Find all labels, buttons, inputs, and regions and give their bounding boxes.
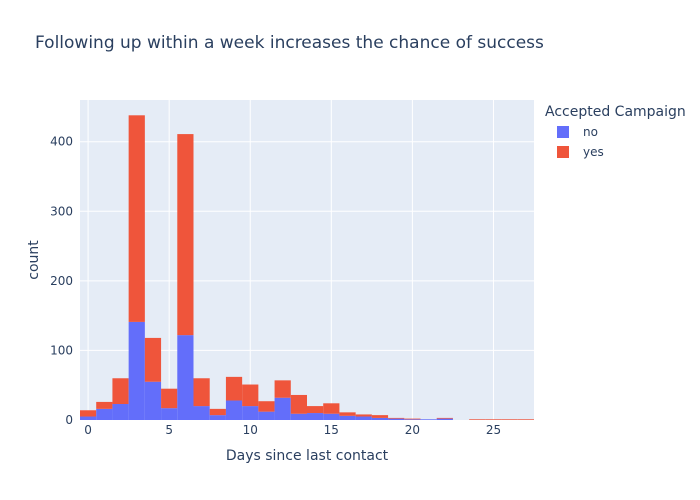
legend-title: Accepted Campaign xyxy=(545,104,686,120)
bar-yes[interactable] xyxy=(144,337,162,382)
y-tick-label: 200 xyxy=(50,274,73,288)
bar-yes[interactable] xyxy=(161,388,178,409)
bar-no[interactable] xyxy=(209,415,226,420)
bar-no[interactable] xyxy=(96,408,113,420)
legend-label-no: no xyxy=(583,125,598,139)
bar-no[interactable] xyxy=(323,413,340,420)
bar-no[interactable] xyxy=(420,419,437,420)
bar-no[interactable] xyxy=(128,321,145,420)
bar-no[interactable] xyxy=(388,418,405,420)
bar-yes[interactable] xyxy=(274,380,291,398)
bar-yes[interactable] xyxy=(128,115,145,322)
bar-no[interactable] xyxy=(242,406,259,420)
bar-yes[interactable] xyxy=(501,419,518,420)
bar-yes[interactable] xyxy=(193,378,210,407)
y-tick-label: 0 xyxy=(65,413,73,427)
bar-no[interactable] xyxy=(307,413,324,420)
bar-yes[interactable] xyxy=(371,415,389,418)
legend-swatch-yes xyxy=(557,146,569,158)
bar-yes[interactable] xyxy=(225,376,243,401)
x-tick-label: 0 xyxy=(84,423,92,437)
bar-yes[interactable] xyxy=(112,378,129,404)
bar-yes[interactable] xyxy=(517,419,534,420)
bar-yes[interactable] xyxy=(404,418,421,420)
bar-no[interactable] xyxy=(80,416,97,420)
x-axis-label: Days since last contact xyxy=(226,448,389,464)
bar-no[interactable] xyxy=(258,411,275,420)
chart-title: Following up within a week increases the… xyxy=(35,33,544,53)
bar-no[interactable] xyxy=(144,381,162,420)
y-tick-label: 300 xyxy=(50,204,73,218)
x-tick-label: 10 xyxy=(243,423,258,437)
grid-lines xyxy=(80,100,534,420)
bar-no[interactable] xyxy=(436,418,453,420)
y-tick-label: 400 xyxy=(50,135,73,149)
bars xyxy=(80,115,534,420)
bar-no[interactable] xyxy=(225,400,243,420)
bar-no[interactable] xyxy=(290,413,307,420)
y-tick-labels: 0 100 200 300 400 xyxy=(50,135,73,427)
legend-swatch-no xyxy=(557,126,569,138)
x-tick-label: 20 xyxy=(405,423,420,437)
bar-yes[interactable] xyxy=(80,410,97,417)
bar-yes[interactable] xyxy=(177,134,194,336)
y-axis-label: count xyxy=(26,240,42,280)
legend: Accepted Campaign no yes xyxy=(545,104,686,159)
bar-yes[interactable] xyxy=(339,412,356,416)
bar-yes[interactable] xyxy=(388,417,405,419)
bar-yes[interactable] xyxy=(436,417,453,419)
bar-no[interactable] xyxy=(177,335,194,420)
bar-no[interactable] xyxy=(404,419,421,420)
bar-yes[interactable] xyxy=(485,419,502,420)
bar-yes[interactable] xyxy=(355,414,372,417)
bar-yes[interactable] xyxy=(290,394,307,414)
legend-label-yes: yes xyxy=(583,145,604,159)
bar-no[interactable] xyxy=(193,406,210,420)
bar-yes[interactable] xyxy=(242,384,259,407)
x-tick-label: 5 xyxy=(165,423,173,437)
x-tick-labels: 0 5 10 15 20 25 xyxy=(84,423,501,437)
bar-no[interactable] xyxy=(371,417,389,420)
bar-yes[interactable] xyxy=(469,419,486,420)
bar-yes[interactable] xyxy=(323,403,340,414)
x-tick-label: 15 xyxy=(324,423,339,437)
bar-no[interactable] xyxy=(339,415,356,420)
bar-no[interactable] xyxy=(161,408,178,420)
bar-yes[interactable] xyxy=(307,406,324,414)
bar-no[interactable] xyxy=(355,416,372,420)
bar-no[interactable] xyxy=(112,404,129,420)
y-tick-label: 100 xyxy=(50,343,73,357)
x-tick-label: 25 xyxy=(486,423,501,437)
bar-yes[interactable] xyxy=(96,401,113,409)
bar-no[interactable] xyxy=(274,397,291,420)
bar-yes[interactable] xyxy=(209,408,226,416)
bar-yes[interactable] xyxy=(258,401,275,412)
